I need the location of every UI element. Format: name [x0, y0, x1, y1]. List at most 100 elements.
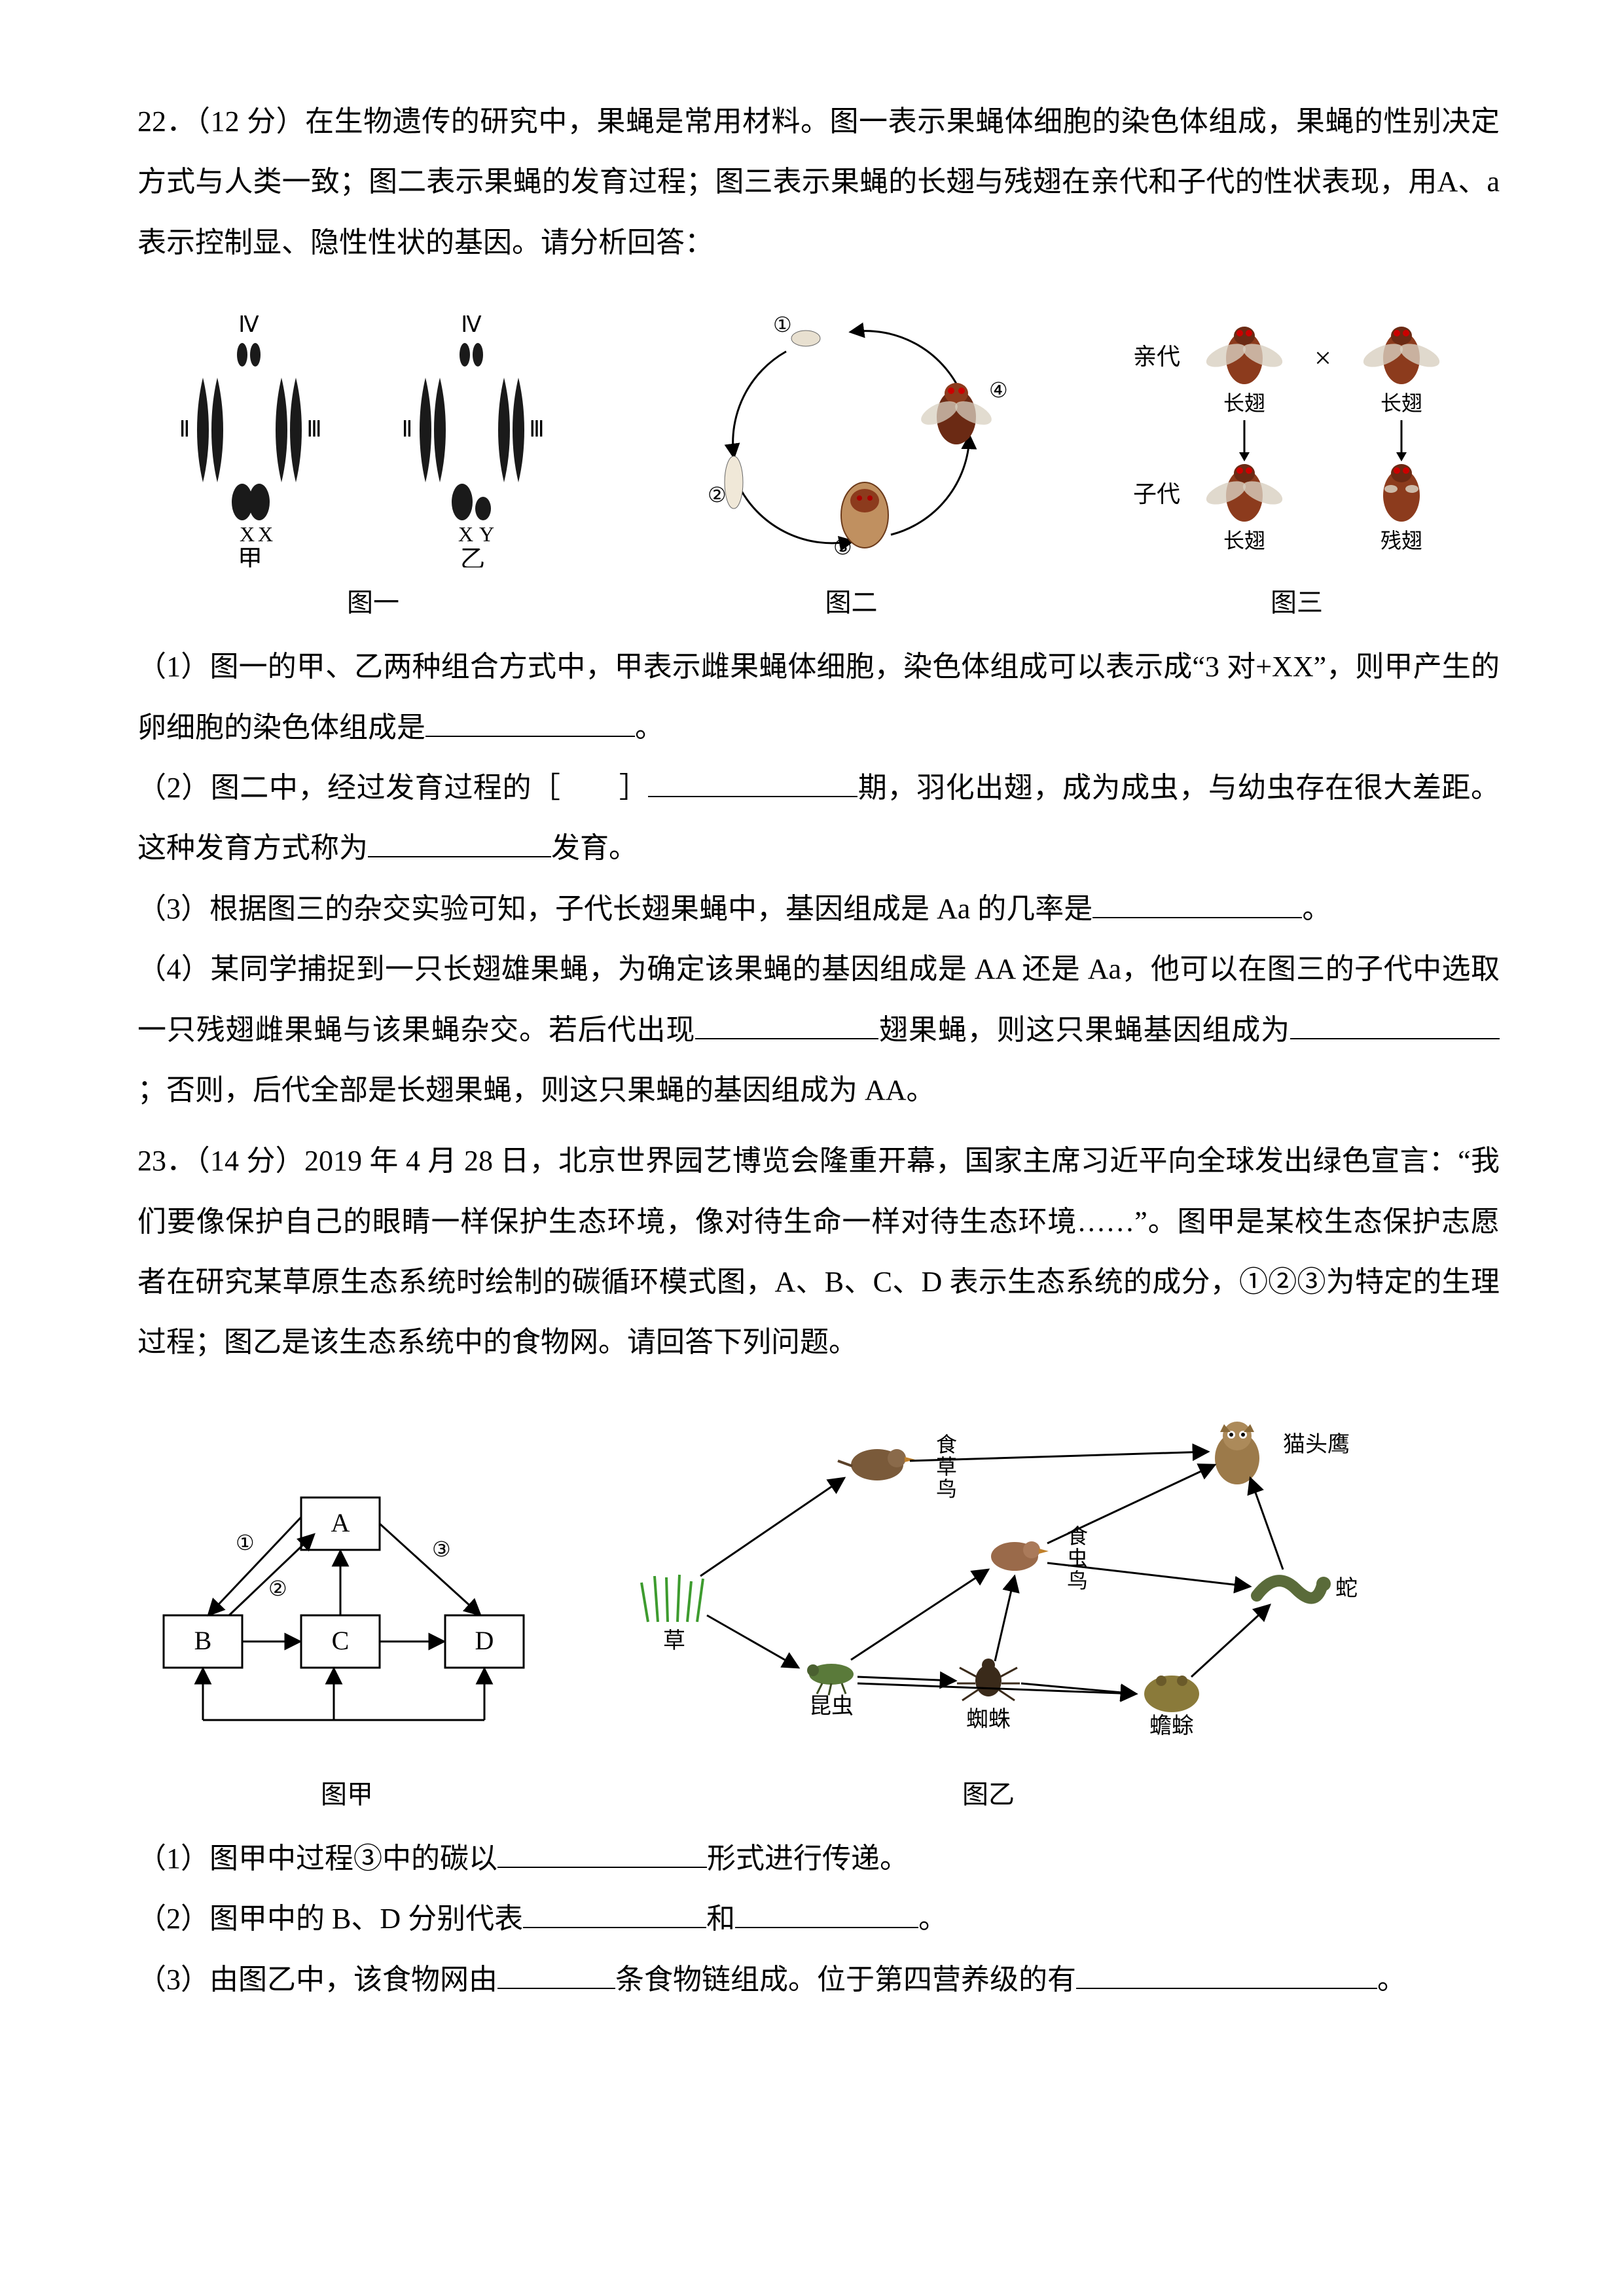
q22-part1: （1）图一的甲、乙两种组合方式中，甲表示雌果蝇体细胞，染色体组成可以表示成“3 … [137, 637, 1500, 758]
label-Y: Y [479, 522, 494, 546]
blank-22-4b[interactable] [1290, 1009, 1500, 1039]
parent-label: 亲代 [1133, 344, 1180, 370]
grass-label: 草 [663, 1628, 685, 1653]
q23-part3: （3）由图乙中，该食物网由 条食物链组成。位于第四营养级的有 。 [137, 1950, 1500, 2010]
child-long: 长翅 [1223, 529, 1265, 552]
label-IV-left: Ⅳ [238, 313, 259, 337]
parent1-long: 长翅 [1223, 391, 1265, 415]
fig3-caption: 图三 [1271, 575, 1323, 630]
chromosome-diagram: Ⅳ Ⅱ Ⅲ X [137, 293, 609, 567]
toad-icon [1144, 1676, 1199, 1712]
q22-fig3: 亲代 长翅 × [1094, 293, 1500, 630]
label-II-left: Ⅱ [179, 418, 190, 442]
box-A: A [331, 1508, 350, 1537]
ins-bird-l1: 食 [1067, 1524, 1088, 1548]
blank-23-3a[interactable] [497, 1959, 615, 1989]
herb-bird-l1: 食 [936, 1433, 957, 1456]
q23-part1b: 形式进行传递。 [707, 1842, 909, 1874]
fig1-caption: 图一 [347, 575, 399, 630]
q23-part3a: （3）由图乙中，该食物网由 [137, 1964, 497, 1996]
lbl-3: ③ [432, 1537, 451, 1561]
label-yi: 乙 [460, 546, 485, 567]
q22-part2a: （2）图二中，经过发育过程的［ ］ [137, 772, 648, 804]
q23-figB: 草 昆虫 [596, 1393, 1381, 1822]
q23-stem: 23．（14 分）2019 年 4 月 28 日，北京世界园艺博览会隆重开幕，国… [137, 1131, 1500, 1373]
lc-4: ④ [989, 378, 1008, 402]
q23-points: （14 分） [196, 1145, 304, 1177]
q22-intro: 在生物遗传的研究中，果蝇是常用材料。图一表示果蝇体细胞的染色体组成，果蝇的性别决… [137, 105, 1500, 259]
blank-23-2a[interactable] [523, 1898, 706, 1928]
label-III-right: Ⅲ [529, 418, 544, 442]
label-III-left: Ⅲ [306, 418, 321, 442]
lifecycle-diagram: ① ② ③ ④ [668, 293, 1035, 567]
q23-part3c: 。 [1377, 1964, 1406, 1996]
herb-bird-l2: 草 [936, 1455, 957, 1479]
cross-sign: × [1314, 341, 1331, 374]
child-label: 子代 [1133, 481, 1180, 507]
q22-part4: （4）某同学捕捉到一只长翅雄果蝇，为确定该果蝇的基因组成是 AA 还是 Aa，他… [137, 939, 1500, 1121]
blank-23-3b[interactable] [1076, 1959, 1377, 1989]
q22-part3a: （3）根据图三的杂交实验可知，子代长翅果蝇中，基因组成是 Aa 的几率是 [137, 893, 1092, 925]
insect-label: 昆虫 [809, 1694, 854, 1719]
lc-3: ③ [833, 535, 852, 559]
figA-caption: 图甲 [321, 1767, 373, 1822]
q22-points: （12 分） [196, 105, 305, 137]
child-short: 残翅 [1380, 529, 1422, 552]
lc-2: ② [708, 483, 727, 507]
cross-diagram: 亲代 长翅 × [1094, 293, 1500, 567]
ins-bird-l3: 鸟 [1067, 1569, 1088, 1592]
q23-part1: （1）图甲中过程③中的碳以 形式进行传递。 [137, 1829, 1500, 1889]
blank-22-1[interactable] [425, 707, 635, 737]
label-X1: X [240, 522, 255, 546]
owl-label: 猫头鹰 [1283, 1432, 1350, 1457]
food-web-diagram: 草 昆虫 [596, 1393, 1381, 1759]
carbon-cycle-diagram: A B C D ① ② ③ [137, 1458, 556, 1759]
q22-part1-end: 。 [635, 711, 664, 744]
q23-figures: A B C D ① ② ③ [137, 1393, 1500, 1822]
q23-part2c: 。 [918, 1903, 947, 1935]
owl-icon [1215, 1422, 1259, 1484]
spider-icon [957, 1659, 1020, 1700]
blank-22-2b[interactable] [368, 827, 551, 857]
herb-bird-icon [838, 1449, 915, 1480]
lc-1: ① [773, 313, 792, 336]
q23-figA: A B C D ① ② ③ [137, 1458, 556, 1822]
figB-caption: 图乙 [962, 1767, 1015, 1822]
insect-icon [807, 1664, 854, 1695]
q22-part2: （2）图二中，经过发育过程的［ ］期，羽化出翅，成为成虫，与幼虫存在很大差距。这… [137, 758, 1500, 879]
blank-23-1[interactable] [497, 1838, 707, 1868]
label-II-right: Ⅱ [402, 418, 413, 442]
q22-fig2: ① ② ③ ④ [668, 293, 1035, 630]
fig2-caption: 图二 [825, 575, 878, 630]
spider-label: 蜘蛛 [966, 1707, 1011, 1732]
q23-number: 23 [137, 1145, 166, 1177]
snake-icon [1257, 1577, 1331, 1598]
q23-part1a: （1）图甲中过程③中的碳以 [137, 1842, 497, 1874]
q23-part2a: （2）图甲中的 B、D 分别代表 [137, 1903, 523, 1935]
q22-fig1: Ⅳ Ⅱ Ⅲ X [137, 293, 609, 630]
box-C: C [332, 1626, 350, 1655]
q22-stem: 22．（12 分）在生物遗传的研究中，果蝇是常用材料。图一表示果蝇体细胞的染色体… [137, 92, 1500, 273]
toad-label: 蟾蜍 [1149, 1713, 1194, 1738]
blank-22-4a[interactable] [695, 1009, 878, 1039]
q22-part4c: ；否则，后代全部是长翅果蝇，则这只果蝇的基因组成为 AA。 [137, 1074, 935, 1106]
grass-icon [641, 1575, 703, 1622]
label-IV-right: Ⅳ [461, 313, 482, 337]
blank-22-3[interactable] [1092, 888, 1302, 918]
box-D: D [475, 1626, 494, 1655]
q22-part2c: 发育。 [551, 832, 638, 864]
q23-part2b: 和 [706, 1903, 735, 1935]
q22-part3: （3）根据图三的杂交实验可知，子代长翅果蝇中，基因组成是 Aa 的几率是。 [137, 879, 1500, 939]
q23-part2: （2）图甲中的 B、D 分别代表 和 。 [137, 1889, 1500, 1949]
label-X3: X [458, 522, 473, 546]
blank-23-2b[interactable] [735, 1898, 918, 1928]
herb-bird-l3: 鸟 [936, 1477, 957, 1501]
q23-part3b: 条食物链组成。位于第四营养级的有 [615, 1964, 1076, 1996]
ins-bird-icon [991, 1541, 1049, 1571]
lbl-1: ① [236, 1531, 255, 1554]
blank-22-2a[interactable] [648, 767, 857, 797]
snake-label: 蛇 [1335, 1576, 1358, 1601]
q22-part1-text: （1）图一的甲、乙两种组合方式中，甲表示雌果蝇体细胞，染色体组成可以表示成“3 … [137, 651, 1500, 743]
box-B: B [194, 1626, 212, 1655]
parent2-long: 长翅 [1380, 391, 1422, 415]
